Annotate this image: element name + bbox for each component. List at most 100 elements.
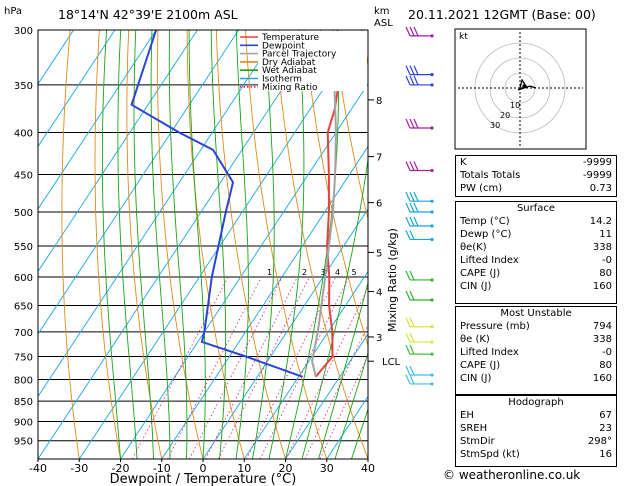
stat-row: SREH 23 [460,423,612,434]
isotherm-line [38,30,198,273]
mixing-ratio-tick-label: 4 [335,268,340,277]
legend-entry: Wet Adiabat [262,66,317,76]
storm-motion-marker [522,84,526,88]
wet-adiabat-line [285,30,339,459]
most-unstable-title: Most Unstable [500,308,572,319]
wet-adiabat-line [235,30,249,459]
isotherm-line [38,30,240,335]
wet-adiabat-line [133,30,154,459]
temperature-tick-label: 30 [320,462,334,475]
dry-adiabat-line [94,30,121,459]
stat-row: CAPE (J) 80 [460,268,612,279]
wind-barb-dot [430,34,434,38]
wind-barb [405,26,434,38]
most-unstable-box: Most Unstable Pressure (mb) 794 θe (K) 338… [455,306,617,395]
stat-row: Temp (°C) 14.2 [460,216,612,227]
wet-adiabat-line [301,156,368,459]
stat-row: Pressure (mb) 794 [460,321,612,332]
wind-barb-flag [413,202,419,213]
p-unit-label: hPa [4,6,22,17]
pressure-tick-label: 450 [14,170,33,181]
mixing-ratio-line [246,276,337,459]
wet-adiabat-line [188,30,206,459]
wind-barb-flag [413,26,419,37]
mixing-ratio-line [285,286,368,459]
mixing-ratio-line [218,276,310,459]
wet-adiabat-line [117,30,138,459]
isotherm-line [78,30,363,459]
temperature-tick-label: 20 [279,462,293,475]
mixing-ratio-tick-label: 20 [421,268,431,277]
wind-barb-dot [430,278,434,282]
wind-barb-dot [430,352,434,356]
wind-barb-dot [430,199,434,203]
stat-row: θe (K) 338 [460,334,612,345]
wind-barb [405,344,434,356]
stat-row: Lifted Index -0 [460,255,612,266]
mixing-ratio-tick-label: 25 [434,268,444,277]
isotherm-line [161,145,368,459]
temperature-tick-label: -10 [153,462,171,475]
hodograph-unit-label: kt [459,32,468,42]
wind-barb [405,65,434,77]
mixing-ratio-tick-label: 1 [267,268,272,277]
wind-barb-flag [409,230,415,240]
wind-barb-flag [413,65,419,75]
km-tick-label: 8 [376,96,382,107]
isotherm-line [38,30,116,148]
wind-barb [405,374,434,386]
wind-barb-flag [409,365,415,376]
dry-adiabat-line [215,30,286,459]
hodograph-ring-label: 10 [510,101,520,110]
dry-adiabat-line [332,30,368,221]
wind-barb [405,216,434,228]
wind-barb [405,230,434,242]
wind-barb-flag [405,332,411,343]
km-unit-label: km [374,6,390,17]
wind-barb-dot [430,224,434,228]
stat-row: EH 67 [460,410,612,421]
hodograph-trace [517,78,537,91]
wet-adiabat-line [168,30,188,459]
pressure-tick-label: 750 [14,352,33,363]
wind-barb-flag [405,374,411,385]
temperature-tick-label: -30 [70,462,88,475]
km-tick-label: 7 [376,153,382,164]
pressure-tick-label: 900 [14,417,33,428]
wind-barb [405,365,434,377]
temperature-tick-label: -40 [29,462,47,475]
wind-barb-flag [405,191,411,202]
dry-adiabat-line [126,30,163,459]
wet-adiabat-line [150,30,171,459]
km-tick-label: 6 [376,199,382,210]
wind-barb-flag [405,230,411,240]
hodograph-title: Hodograph [508,397,564,408]
dry-adiabat-line [626,30,629,459]
mixing-ratio-tick-label: 3 [321,268,326,277]
pressure-tick-label: 800 [14,375,33,386]
isotherm-line [243,270,368,459]
profile-lines [130,30,340,378]
wind-barb-dot [430,72,434,77]
hodograph-stats-box: Hodograph EH 67 SREH 23 StmDir 298° StmSpd … [455,395,617,467]
indices-box: K -9999 Totals Totals -9999 PW (cm) 0.73 [455,155,617,197]
wet-adiabat-line [318,281,368,459]
hodograph-ring-label: 20 [500,111,510,120]
stat-row: StmDir 298° [460,436,612,447]
wet-adiabat-line [210,30,227,459]
wind-barb-dot [430,83,434,87]
wind-barb [405,290,434,302]
surface-title: Surface [516,203,556,214]
wind-barb-flag [405,26,411,37]
wind-barb-flag [405,344,411,355]
km-tick-label: 5 [376,248,382,259]
location-header: 18°14'N 42°39'E 2100m ASL [58,7,238,22]
wind-barb [405,202,434,214]
legend-background [258,31,367,91]
wind-barb-flag [413,161,419,171]
isotherm-line [285,333,368,459]
pressure-tick-label: 850 [14,397,33,408]
